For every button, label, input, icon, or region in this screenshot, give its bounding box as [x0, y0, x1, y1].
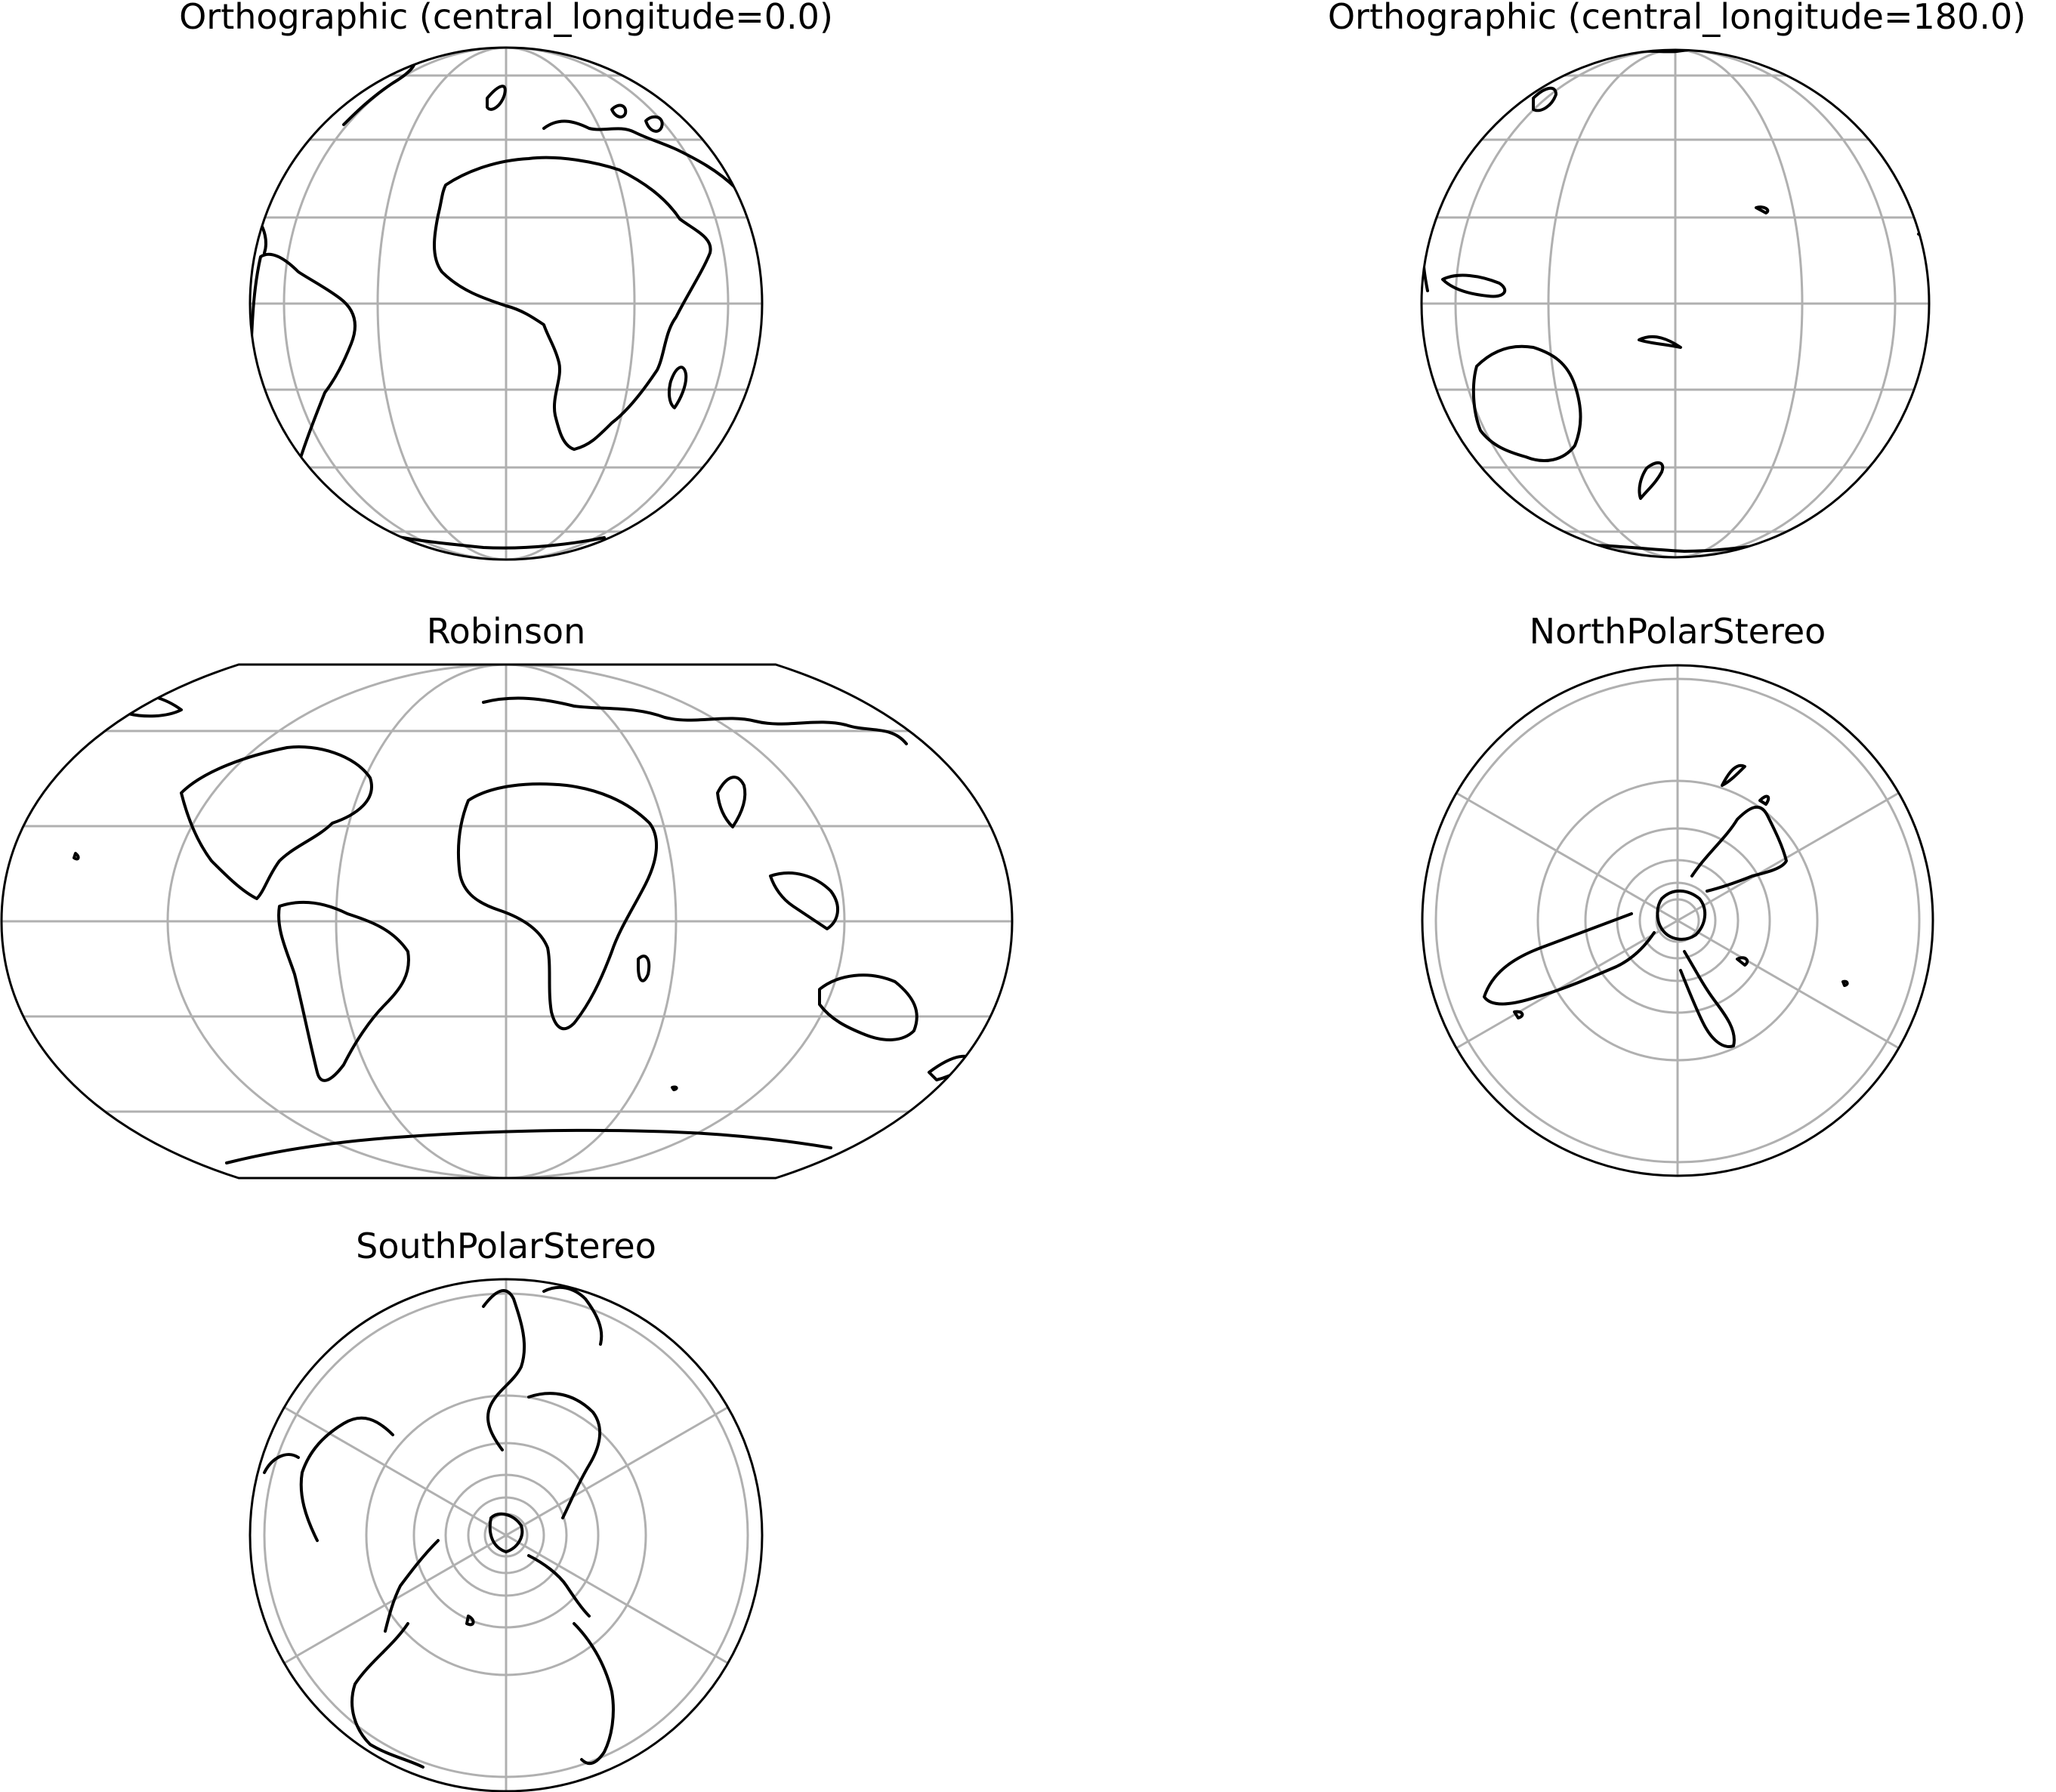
graticule	[2, 665, 1012, 1178]
panel-ortho-180: Orthographic (central_longitude=180.0)	[1328, 0, 2026, 559]
globe-outline	[1420, 48, 1931, 559]
coastlines	[73, 692, 972, 1164]
graticule	[250, 48, 762, 560]
panel-title: Orthographic (central_longitude=0.0)	[179, 0, 833, 37]
panel-ortho-0: Orthographic (central_longitude=0.0)	[179, 0, 833, 561]
graticule	[263, 1279, 749, 1791]
panel-title: Orthographic (central_longitude=180.0)	[1328, 0, 2026, 37]
coastlines	[1483, 763, 1849, 1048]
globe-outline	[249, 46, 764, 561]
polar-outline	[1421, 664, 1934, 1177]
coastlines	[250, 51, 753, 550]
map-outline	[0, 663, 1014, 1180]
panel-north-polar: NorthPolarStereo	[1421, 611, 1934, 1177]
panel-robinson: Robinson	[0, 611, 1014, 1180]
graticule	[1422, 50, 1929, 557]
panel-title: NorthPolarStereo	[1530, 611, 1826, 652]
coastlines	[1422, 50, 1926, 553]
panel-south-polar: SouthPolarStereo	[249, 1226, 764, 1792]
panel-title: Robinson	[427, 611, 585, 652]
polar-outline	[249, 1278, 764, 1792]
panel-title: SouthPolarStereo	[356, 1226, 656, 1266]
coastlines	[263, 1285, 615, 1769]
graticule	[1434, 665, 1921, 1176]
